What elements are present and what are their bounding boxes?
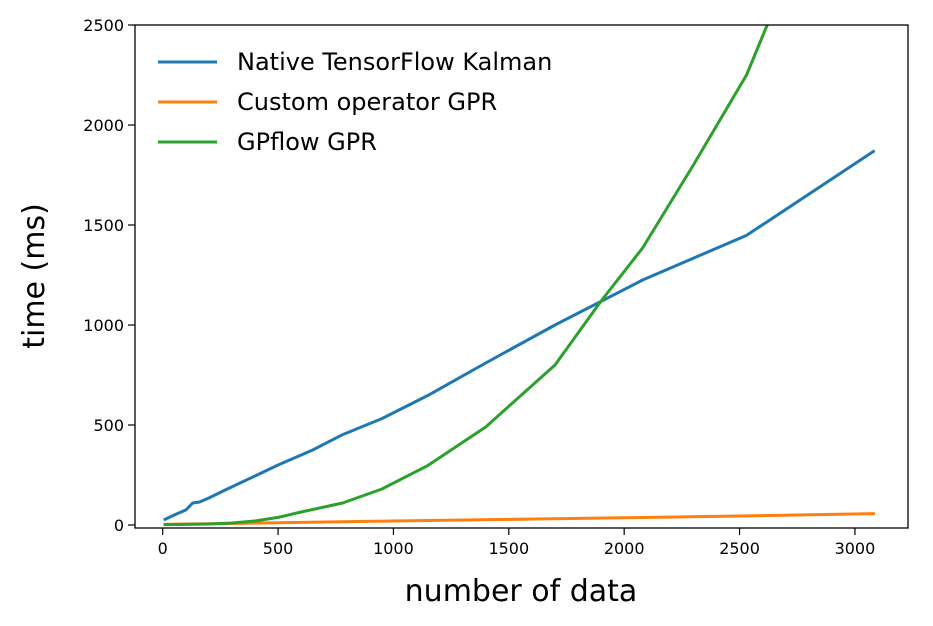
x-tick-label: 1500: [488, 539, 529, 558]
plot-frame: [134, 24, 909, 529]
y-tick-label: 500: [93, 416, 124, 435]
x-axis-title: number of data: [405, 574, 638, 609]
legend-label: GPflow GPR: [237, 128, 377, 156]
x-axis: 0 500 1000 1500 2000 2500 3000: [158, 528, 876, 558]
legend-label: Native TensorFlow Kalman: [237, 48, 552, 76]
y-tick-label: 0: [114, 516, 124, 535]
series-line-1: [162, 149, 876, 522]
x-tick-label: 2500: [719, 539, 760, 558]
series-line-3: [163, 25, 769, 527]
y-tick-label: 1500: [83, 216, 124, 235]
legend: Native TensorFlow Kalman Custom operator …: [158, 48, 552, 156]
legend-label: Custom operator GPR: [237, 88, 497, 116]
y-tick-label: 1000: [83, 316, 124, 335]
series-layer: [162, 25, 876, 527]
y-tick-label: 2000: [83, 116, 124, 135]
x-tick-label: 2000: [604, 539, 645, 558]
y-axis: 0 500 1000 1500 2000 2500: [83, 16, 135, 535]
y-tick-label: 2500: [83, 16, 124, 35]
y-axis-title: time (ms): [17, 203, 52, 349]
x-tick-label: 3000: [835, 539, 876, 558]
x-tick-label: 500: [263, 539, 294, 558]
x-tick-label: 1000: [373, 539, 414, 558]
x-tick-label: 0: [158, 539, 168, 558]
